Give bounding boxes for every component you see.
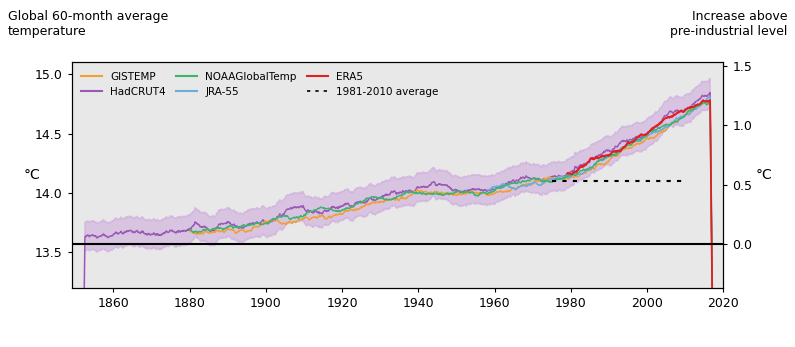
Text: Global 60-month average
temperature: Global 60-month average temperature — [8, 10, 169, 39]
Text: Copernicus: Copernicus — [307, 327, 361, 336]
Y-axis label: °C: °C — [24, 168, 41, 182]
Text: ECMWF: ECMWF — [518, 327, 564, 336]
Y-axis label: °C: °C — [755, 168, 772, 182]
Text: Copernicus Climate Change Service
European State of the Climate | 2018: Copernicus Climate Change Service Europe… — [16, 322, 158, 341]
Legend: GISTEMP, HadCRUT4, NOAAGlobalTemp, JRA-55, ERA5, 1981-2010 average: GISTEMP, HadCRUT4, NOAAGlobalTemp, JRA-5… — [77, 68, 443, 101]
Text: Increase above
pre-industrial level: Increase above pre-industrial level — [669, 10, 787, 39]
